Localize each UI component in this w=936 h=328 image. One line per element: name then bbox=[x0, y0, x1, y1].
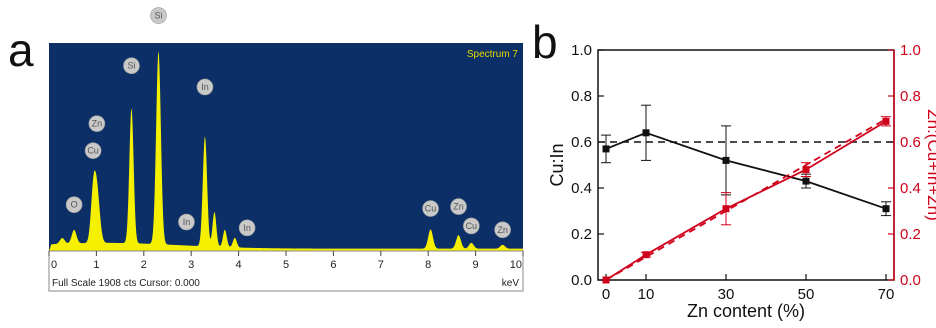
eds-x-tick-label: 2 bbox=[141, 259, 147, 271]
panel-label-b: b bbox=[532, 16, 558, 68]
eds-peak-marker bbox=[84, 142, 102, 159]
y2-tick-label: 1.0 bbox=[900, 42, 921, 59]
composition-axes: 0 10 30 50 70 0.0 0.2 0.4 0.6 0.8 1.0 0.0 0.2 0.4 0.6 0… bbox=[571, 42, 921, 303]
y-tick-label: 0.0 bbox=[571, 272, 592, 289]
eds-x-tick-label: 0 bbox=[51, 259, 57, 271]
y2-tick-label: 0.6 bbox=[900, 134, 921, 151]
eds-x-tick-label: 10 bbox=[510, 259, 522, 271]
eds-footer-note: Full Scale 1908 cts Cursor: 0.000 bbox=[52, 278, 200, 289]
eds-peak-label: Cu bbox=[466, 221, 478, 231]
composition-series bbox=[601, 104, 891, 284]
eds-peak-label: Cu bbox=[87, 146, 99, 156]
eds-x-tick-label: 5 bbox=[283, 259, 289, 271]
eds-x-tick-label: 4 bbox=[236, 259, 242, 271]
eds-peak-marker bbox=[196, 78, 214, 96]
eds-peak-label: In bbox=[183, 217, 191, 227]
eds-x-tick-label: 9 bbox=[473, 259, 479, 271]
eds-x-unit: keV bbox=[502, 278, 520, 289]
y2-tick-label: 0.8 bbox=[900, 88, 921, 105]
x-tick-label: 10 bbox=[638, 286, 655, 303]
y-tick-label: 0.6 bbox=[571, 134, 592, 151]
red-fit-line bbox=[605, 118, 887, 281]
eds-x-tick-label: 1 bbox=[93, 259, 99, 271]
y-tick-label: 0.2 bbox=[571, 226, 592, 243]
eds-peak-label: In bbox=[243, 223, 251, 233]
eds-peak-marker bbox=[494, 221, 511, 239]
eds-peak-label: Si bbox=[154, 11, 162, 21]
eds-peak-label: Zn bbox=[497, 225, 508, 235]
y-tick-label: 1.0 bbox=[571, 42, 592, 59]
zn-ratio-point bbox=[722, 205, 730, 213]
cu-in-point bbox=[602, 145, 610, 153]
cu-in-point bbox=[642, 129, 650, 137]
eds-peak-marker bbox=[450, 198, 467, 215]
eds-x-axis: 0 1 2 3 4 5 6 7 8 9 10 bbox=[48, 251, 524, 271]
cu-in-point bbox=[882, 205, 890, 213]
cu-in-point bbox=[802, 177, 810, 185]
eds-axis-strip bbox=[48, 250, 524, 292]
eds-x-tick-label: 3 bbox=[188, 259, 194, 271]
eds-peak-marker bbox=[123, 57, 140, 75]
x-tick-label: 0 bbox=[602, 286, 610, 303]
eds-peak-marker bbox=[88, 115, 106, 132]
panel-label-a: a bbox=[8, 24, 34, 76]
eds-peak-marker bbox=[463, 217, 480, 235]
x-tick-label: 70 bbox=[878, 286, 895, 303]
zn-ratio-point bbox=[802, 166, 810, 174]
eds-x-tick-label: 6 bbox=[330, 259, 336, 271]
eds-peak-label: In bbox=[201, 82, 209, 92]
eds-peak-label: Zn bbox=[92, 119, 103, 129]
y2-axis-title: Zn:(Cu+In+Zn) bbox=[924, 109, 936, 221]
cu-in-line bbox=[605, 131, 887, 210]
y2-tick-label: 0.0 bbox=[900, 272, 921, 289]
y2-tick-label: 0.4 bbox=[900, 180, 921, 197]
eds-plot-background bbox=[49, 43, 523, 251]
eds-peak-marker bbox=[65, 196, 83, 213]
eds-peak-marker bbox=[150, 7, 167, 24]
x-tick-label: 50 bbox=[798, 286, 815, 303]
y-tick-label: 0.8 bbox=[571, 88, 592, 105]
eds-spectrum-title: Spectrum 7 bbox=[467, 49, 519, 60]
eds-peak-label: O bbox=[71, 200, 78, 210]
zn-ratio-point bbox=[642, 251, 650, 259]
eds-peak-label: Zn bbox=[453, 202, 464, 212]
x-axis-title: Zn content (%) bbox=[687, 301, 805, 321]
x-tick-label: 30 bbox=[718, 286, 735, 303]
composition-chart: 0 10 30 50 70 0.0 0.2 0.4 0.6 0.8 1.0 0.0 0.2 0.4 0.6 0… bbox=[547, 42, 936, 321]
cu-in-point bbox=[722, 156, 730, 164]
eds-peak-label: Si bbox=[127, 61, 135, 71]
y-tick-label: 0.4 bbox=[571, 180, 592, 197]
zn-ratio-point bbox=[882, 117, 890, 125]
eds-peak-marker bbox=[238, 219, 256, 237]
eds-peak-marker bbox=[178, 213, 195, 231]
y2-tick-label: 0.2 bbox=[900, 226, 921, 243]
eds-x-tick-label: 7 bbox=[378, 259, 384, 271]
eds-peak-label: Cu bbox=[425, 204, 437, 214]
eds-x-tick-label: 8 bbox=[425, 259, 431, 271]
eds-peak-marker bbox=[422, 200, 439, 217]
y-axis-title: Cu:In bbox=[547, 143, 567, 186]
eds-spectrum-area bbox=[49, 51, 523, 252]
